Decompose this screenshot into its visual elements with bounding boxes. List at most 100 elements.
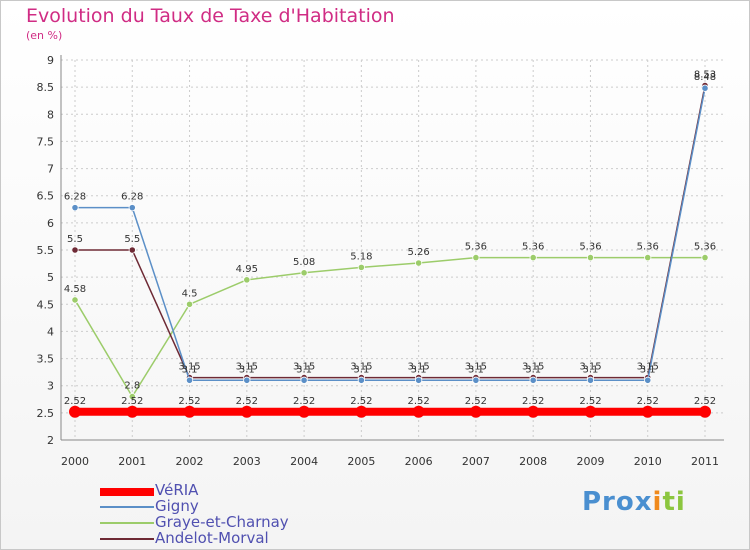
- data-point-0: [298, 405, 311, 418]
- data-label-1: 3.1: [640, 364, 656, 375]
- y-tick-label: 6.5: [37, 190, 55, 203]
- data-label-1: 3.1: [182, 364, 198, 375]
- x-tick-label: 2010: [634, 455, 662, 468]
- data-point-2: [415, 259, 423, 267]
- y-tick-label: 5: [47, 271, 54, 284]
- data-label-1: 3.1: [296, 364, 312, 375]
- data-point-0: [584, 405, 597, 418]
- x-tick-label: 2004: [290, 455, 318, 468]
- data-label-2: 5.08: [293, 257, 315, 268]
- data-point-2: [185, 300, 194, 308]
- x-tick-label: 2006: [405, 455, 433, 468]
- proxiti-logo: Proxiti: [582, 487, 686, 517]
- data-point-0: [641, 405, 654, 418]
- data-point-2: [71, 296, 79, 304]
- data-point-0: [183, 405, 196, 418]
- data-point-2: [472, 254, 480, 262]
- data-point-0: [412, 405, 425, 418]
- data-point-2: [644, 254, 652, 262]
- data-label-0: 2.52: [408, 396, 430, 407]
- data-label-2: 5.26: [408, 247, 430, 258]
- data-label-1: 3.1: [468, 364, 484, 375]
- y-tick-label: 8.5: [37, 81, 55, 94]
- data-label-0: 2.52: [178, 396, 200, 407]
- legend-label-gigny: Gigny: [155, 497, 199, 515]
- data-label-0: 2.52: [465, 396, 487, 407]
- y-tick-label: 8: [47, 108, 54, 121]
- data-point-1: [644, 376, 652, 384]
- data-label-3: 3.15: [637, 362, 659, 373]
- y-tick-label: 7: [47, 163, 54, 176]
- data-label-1: 6.28: [64, 192, 86, 203]
- data-point-2: [357, 263, 365, 271]
- data-point-2: [300, 269, 308, 277]
- x-tick-label: 2003: [233, 455, 261, 468]
- chart-title: Evolution du Taux de Taxe d'Habitation: [26, 5, 395, 27]
- data-point-1: [701, 84, 709, 92]
- data-label-1: 3.1: [583, 364, 599, 375]
- data-label-2: 4.58: [64, 284, 86, 295]
- data-point-0: [240, 405, 253, 418]
- y-tick-label: 9: [47, 54, 54, 67]
- data-label-0: 2.52: [293, 396, 315, 407]
- data-point-1: [185, 376, 194, 384]
- data-label-1: 3.1: [411, 364, 427, 375]
- data-point-1: [300, 376, 308, 384]
- logo-text-2: ti: [662, 487, 686, 517]
- data-point-0: [527, 405, 540, 418]
- x-tick-label: 2005: [347, 455, 375, 468]
- data-label-3: 3.15: [465, 362, 487, 373]
- series-line-3: [75, 85, 706, 379]
- x-tick-label: 2009: [576, 455, 604, 468]
- logo-text: Prox: [582, 487, 653, 517]
- data-label-0: 2.52: [694, 396, 716, 407]
- data-label-2: 5.36: [579, 242, 601, 253]
- y-tick-label: 4.5: [37, 298, 55, 311]
- y-tick-label: 3.5: [37, 353, 55, 366]
- data-label-1: 3.1: [239, 364, 255, 375]
- data-label-3: 3.15: [236, 362, 258, 373]
- data-point-1: [415, 376, 423, 384]
- data-point-2: [529, 254, 537, 262]
- data-label-0: 2.52: [64, 396, 86, 407]
- legend-label-veria: VéRIA: [155, 481, 199, 499]
- data-point-1: [128, 204, 136, 212]
- data-point-1: [472, 376, 480, 384]
- data-label-2: 5.36: [694, 242, 716, 253]
- data-point-1: [357, 376, 365, 384]
- data-label-3: 3.15: [293, 362, 315, 373]
- data-point-1: [243, 376, 251, 384]
- data-label-1: 3.1: [353, 364, 369, 375]
- data-point-2: [243, 276, 251, 284]
- data-label-2: 5.36: [522, 242, 544, 253]
- data-label-0: 2.52: [236, 396, 258, 407]
- data-label-1: 8.48: [694, 72, 716, 83]
- data-label-2: 4.5: [182, 288, 198, 299]
- y-tick-label: 6: [47, 217, 54, 230]
- legend-swatch-andelot: [100, 538, 154, 540]
- y-tick-label: 5.5: [37, 244, 55, 257]
- logo-highlight: i: [652, 487, 663, 517]
- data-label-0: 2.52: [522, 396, 544, 407]
- x-tick-label: 2000: [61, 455, 89, 468]
- data-label-0: 2.52: [637, 396, 659, 407]
- x-tick-label: 2002: [176, 455, 204, 468]
- data-point-0: [699, 405, 711, 418]
- legend-swatch-veria: [100, 488, 154, 496]
- data-label-2: 5.36: [637, 242, 659, 253]
- data-label-0: 2.52: [579, 396, 601, 407]
- data-label-2: 5.36: [465, 242, 487, 253]
- x-tick-label: 2008: [519, 455, 547, 468]
- data-label-2: 4.95: [236, 264, 258, 275]
- data-label-1: 6.28: [121, 192, 143, 203]
- legend-swatch-graye: [100, 522, 154, 524]
- data-label-2: 2.8: [124, 381, 140, 392]
- data-point-0: [126, 405, 139, 418]
- data-label-3: 3.15: [579, 362, 601, 373]
- data-label-0: 2.52: [121, 396, 143, 407]
- data-point-2: [128, 392, 136, 401]
- y-tick-label: 2: [47, 434, 54, 447]
- legend-label-andelot: Andelot-Morval: [155, 529, 269, 547]
- y-tick-label: 3: [47, 380, 54, 393]
